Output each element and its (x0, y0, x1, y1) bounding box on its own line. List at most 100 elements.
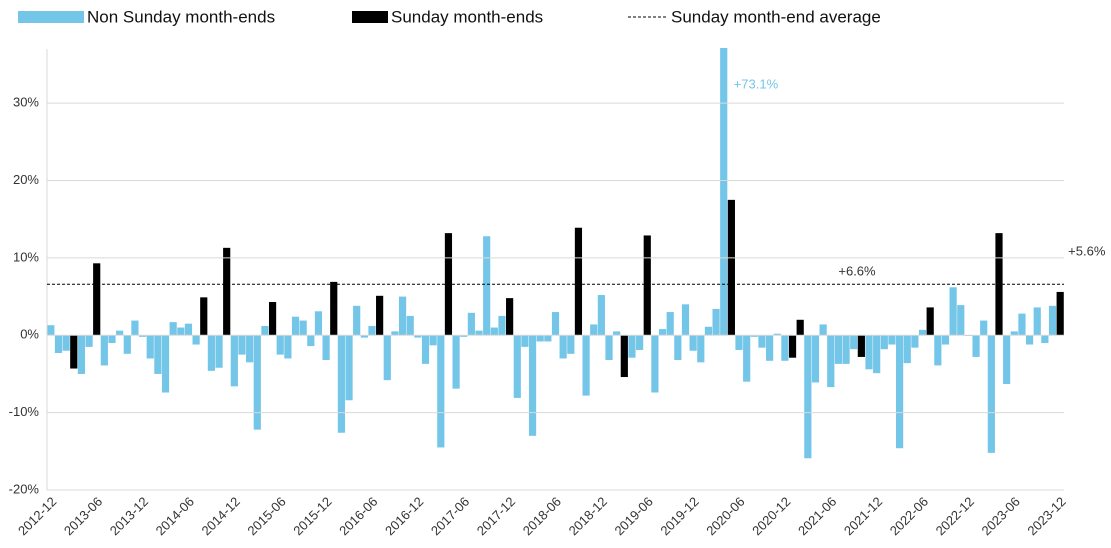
bar (781, 335, 789, 361)
x-tick-label: 2020-06 (703, 494, 747, 538)
bar (1018, 313, 1026, 336)
bar (253, 335, 261, 430)
bar (330, 281, 338, 336)
bar (628, 335, 636, 358)
bar (811, 335, 820, 383)
bar (246, 335, 254, 363)
bar (437, 335, 445, 448)
bar (146, 335, 154, 359)
bar (674, 335, 682, 361)
bar (926, 307, 934, 336)
bar (391, 331, 399, 336)
plot-area (47, 48, 1064, 459)
data-label: +73.1% (734, 76, 779, 91)
bar (161, 335, 170, 393)
bar (100, 335, 108, 366)
x-tick-label: 2013-12 (107, 494, 151, 538)
average-label: +6.6% (838, 264, 876, 279)
bar (574, 227, 583, 336)
bar (314, 311, 323, 336)
bar (842, 335, 850, 364)
legend-label: Non Sunday month-ends (87, 7, 275, 26)
bar (383, 335, 391, 381)
bar (613, 331, 621, 336)
bar (1056, 291, 1064, 336)
bar (605, 335, 613, 361)
bar (192, 335, 200, 345)
bar (972, 335, 980, 357)
x-tick-label: 2023-06 (979, 494, 1023, 538)
bar (681, 304, 690, 336)
bar (475, 330, 483, 336)
bar (896, 335, 904, 449)
y-tick-label: 0% (20, 327, 39, 342)
bar (452, 335, 460, 389)
bar (888, 335, 896, 345)
data-label: +5.6% (1068, 243, 1106, 258)
bar (154, 335, 162, 374)
legend-swatch (352, 11, 388, 23)
bar (368, 325, 376, 336)
bar (47, 325, 55, 336)
bar (1048, 305, 1057, 336)
bar (490, 327, 498, 336)
bar (1010, 331, 1018, 336)
bar (590, 324, 598, 336)
bar (620, 335, 628, 378)
bar (307, 335, 315, 347)
bar (544, 335, 552, 342)
bar (284, 335, 292, 359)
x-tick-label: 2019-12 (657, 494, 701, 538)
bar (108, 335, 116, 343)
bar (712, 308, 720, 336)
bar (689, 335, 697, 351)
bar (873, 335, 881, 374)
x-tick-label: 2020-12 (749, 494, 793, 538)
bar (291, 316, 300, 336)
x-tick-label: 2015-06 (244, 494, 288, 538)
bar (85, 335, 93, 347)
x-tick-label: 2014-06 (153, 494, 197, 538)
bar (498, 315, 506, 336)
bar (513, 335, 521, 398)
bar (666, 312, 674, 336)
x-tick-label: 2017-06 (428, 494, 472, 538)
bar (720, 48, 728, 336)
y-tick-label: 20% (13, 172, 39, 187)
x-tick-label: 2023-12 (1024, 494, 1068, 538)
bar (636, 335, 644, 350)
bar (123, 335, 131, 354)
bar (483, 236, 491, 336)
bar (934, 335, 942, 366)
bar (70, 335, 78, 369)
bar (551, 312, 560, 336)
bar (582, 335, 590, 396)
bar (536, 335, 544, 342)
bar (1025, 335, 1034, 345)
bar (850, 335, 858, 350)
bar (880, 335, 888, 350)
bar (230, 335, 238, 387)
bar (1033, 307, 1041, 336)
bar (758, 335, 766, 348)
bar (766, 335, 774, 361)
bar (299, 320, 307, 336)
bar (345, 335, 353, 401)
y-tick-label: -20% (9, 481, 40, 496)
bar (834, 335, 843, 364)
bar (238, 335, 246, 355)
bar (819, 324, 827, 336)
bar (177, 327, 185, 336)
legend-swatch (18, 11, 84, 23)
legend-label: Sunday month-ends (391, 7, 543, 26)
bar (223, 247, 231, 336)
bar (77, 335, 86, 374)
bar (207, 335, 215, 371)
x-tick-label: 2016-06 (336, 494, 380, 538)
bar (360, 335, 368, 338)
bar (276, 335, 284, 355)
x-tick-label: 2021-12 (841, 494, 885, 538)
bar (949, 287, 957, 336)
bar (735, 335, 743, 350)
bar (268, 301, 277, 336)
